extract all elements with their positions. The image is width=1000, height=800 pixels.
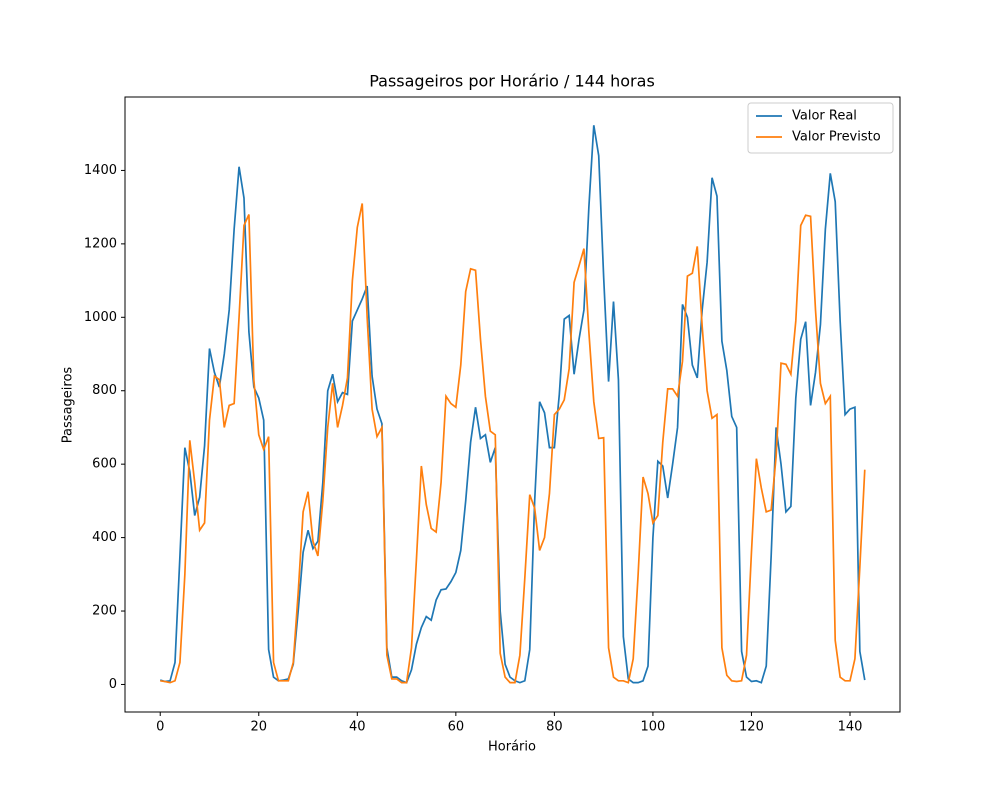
y-tick-label: 200 xyxy=(92,604,117,619)
x-tick-label: 140 xyxy=(838,720,863,735)
x-tick-label: 80 xyxy=(546,720,563,735)
legend-label: Valor Previsto xyxy=(792,130,881,145)
legend-box xyxy=(747,102,894,154)
y-tick-label: 800 xyxy=(92,383,117,398)
line-series xyxy=(160,203,866,684)
y-tick-label: 1200 xyxy=(84,236,117,251)
y-tick-label: 600 xyxy=(92,457,117,472)
x-tick-label: 0 xyxy=(156,720,164,735)
x-tick-label: 20 xyxy=(250,720,267,735)
x-axis-label: Horário xyxy=(488,740,536,755)
x-tick-label: 100 xyxy=(641,720,666,735)
y-tick-label: 400 xyxy=(92,530,117,545)
y-tick-label: 1000 xyxy=(84,310,117,325)
y-tick-label: 1400 xyxy=(84,163,117,178)
x-tick-label: 60 xyxy=(448,720,465,735)
x-tick-label: 120 xyxy=(739,720,764,735)
x-tick-label: 40 xyxy=(349,720,366,735)
legend-label: Valor Real xyxy=(792,109,857,124)
plot-frame xyxy=(124,96,901,713)
y-tick-label: 0 xyxy=(109,677,117,692)
y-axis-label: Passageiros xyxy=(61,367,76,444)
chart-title: Passageiros por Horário / 144 horas xyxy=(369,72,655,91)
